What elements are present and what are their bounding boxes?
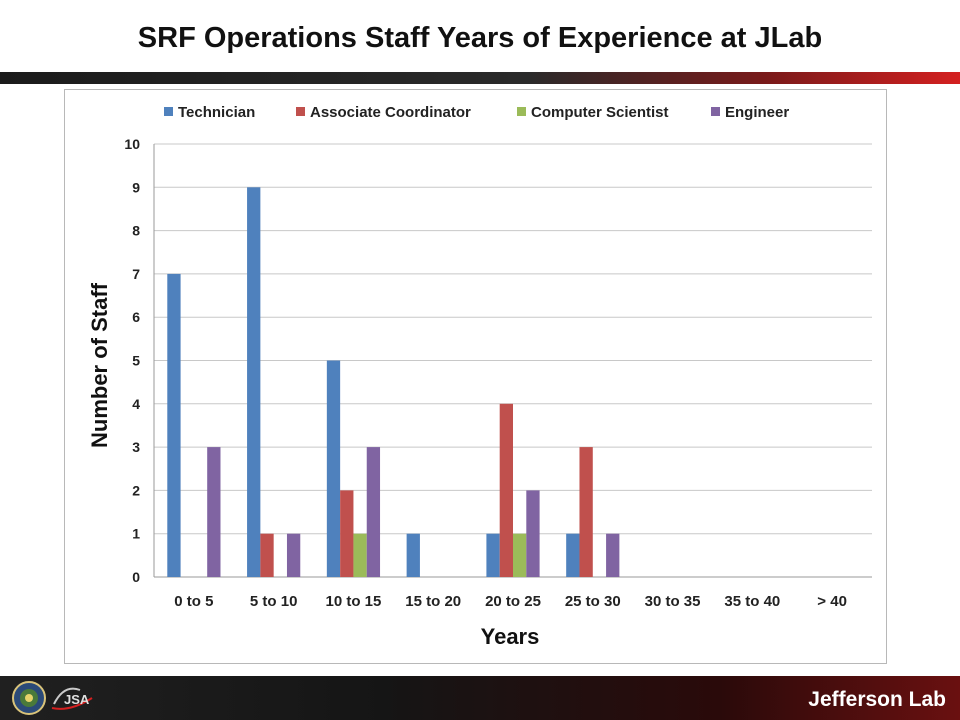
bar (499, 403, 513, 577)
x-tick-label: 35 to 40 (724, 593, 780, 610)
bar (260, 533, 274, 577)
bar (326, 360, 341, 577)
x-tick-label: > 40 (817, 593, 847, 610)
header-bar (0, 72, 960, 84)
bar (406, 533, 420, 577)
y-tick-label: 2 (132, 482, 140, 498)
x-tick-label: 25 to 30 (565, 593, 621, 610)
y-tick-label: 8 (132, 223, 140, 239)
bar (353, 533, 367, 577)
bar (513, 533, 527, 577)
legend-swatch (164, 107, 173, 116)
x-tick-label: 20 to 25 (485, 593, 541, 610)
y-tick-label: 0 (132, 569, 140, 585)
bar (579, 447, 593, 577)
y-tick-label: 3 (132, 439, 140, 455)
y-tick-label: 1 (132, 526, 140, 542)
bar-chart: 0 1 2 3 4 5 6 7 8 9 10 0 to 5 5 to 10 10 to 15 15 to 2… (87, 104, 872, 649)
y-tick-label: 10 (124, 136, 140, 152)
bar (486, 533, 500, 577)
bar (340, 490, 354, 577)
x-tick-label: 5 to 10 (250, 593, 298, 610)
chart-frame: 0 1 2 3 4 5 6 7 8 9 10 0 to 5 5 to 10 10 to 15 15 to 2… (64, 89, 887, 664)
x-tick-label: 10 to 15 (326, 593, 382, 610)
x-tick-label: 30 to 35 (645, 593, 701, 610)
y-tick-label: 9 (132, 179, 140, 195)
svg-text:JSA: JSA (64, 692, 90, 707)
bar (247, 187, 261, 578)
bar (606, 533, 620, 577)
legend-entry: Associate Coordinator (310, 104, 471, 121)
slide-title: SRF Operations Staff Years of Experience… (137, 22, 823, 54)
legend-swatch (711, 107, 720, 116)
y-tick-label: 5 (132, 353, 140, 369)
legend-entry: Computer Scientist (531, 104, 669, 121)
y-tick-label: 6 (132, 309, 140, 325)
y-axis-title: Number of Staff (87, 282, 112, 448)
bar (366, 447, 381, 577)
y-tick-label: 7 (132, 266, 140, 282)
x-axis-title: Years (481, 624, 540, 649)
jsa-logo: JSA (51, 687, 93, 710)
legend-entry: Technician (178, 104, 255, 121)
legend-swatch (517, 107, 526, 116)
bar (526, 490, 540, 577)
legend-swatch (296, 107, 305, 116)
footer-brand: Jefferson Lab (808, 688, 946, 711)
y-tick-label: 4 (132, 396, 140, 412)
bar (167, 273, 181, 577)
x-tick-label: 15 to 20 (405, 593, 461, 610)
legend-entry: Engineer (725, 104, 789, 121)
x-tick-label: 0 to 5 (174, 593, 213, 610)
bar (566, 533, 580, 577)
bar (286, 533, 301, 577)
footer-bar: JSA Jefferson Lab (0, 676, 960, 720)
doe-seal-logo (12, 681, 46, 715)
bar (207, 447, 221, 577)
